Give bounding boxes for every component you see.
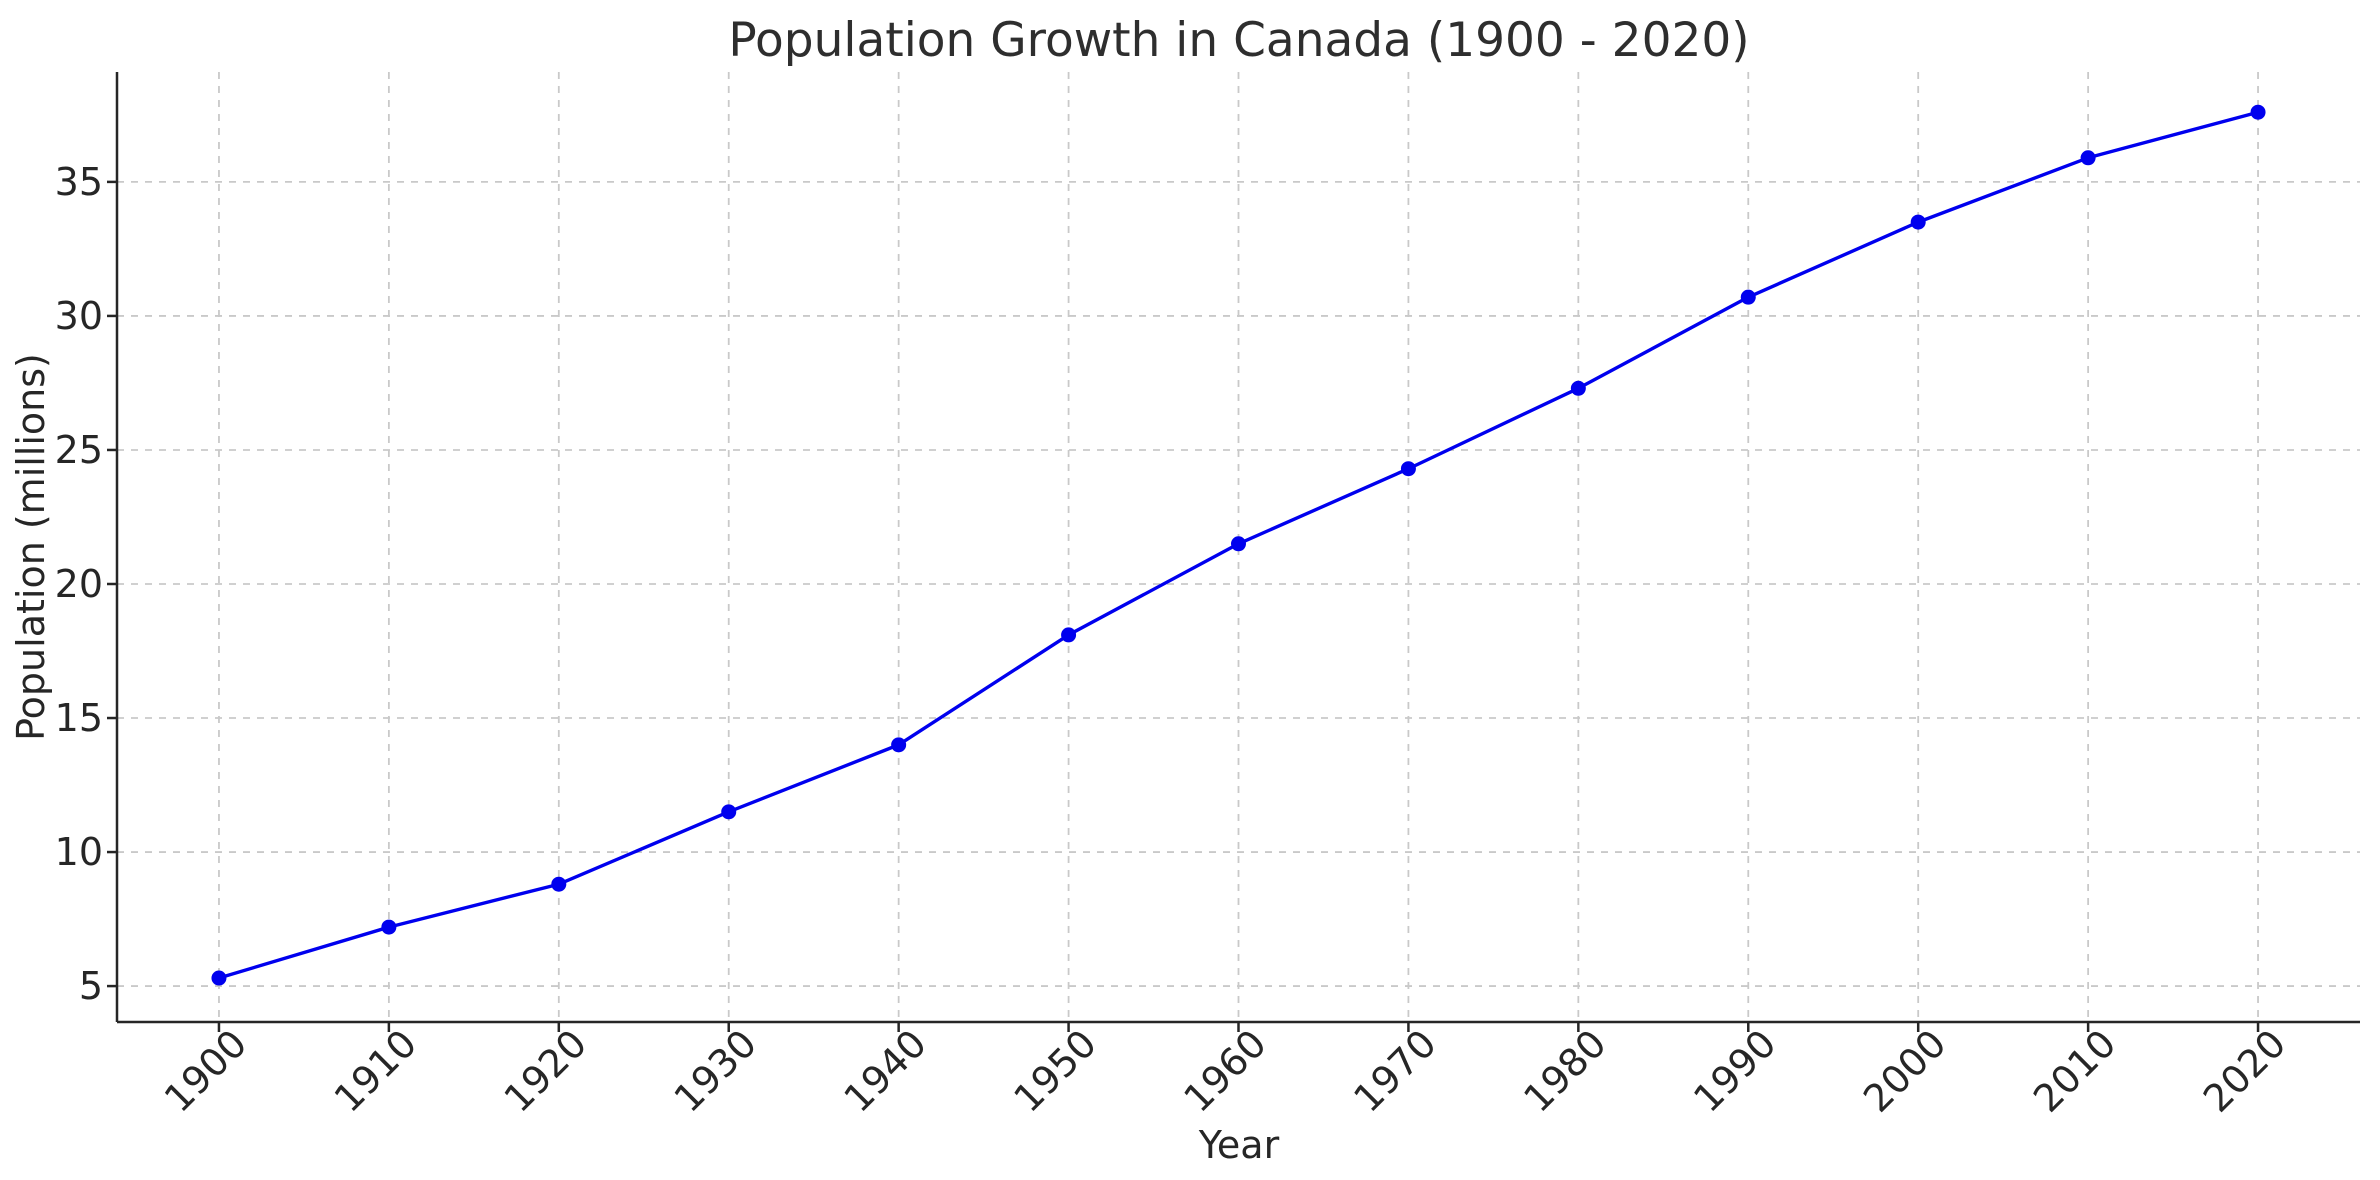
data-point-1960 xyxy=(1231,536,1246,552)
x-tick-label-1980: 1980 xyxy=(1515,1021,1615,1121)
y-tick-label-35: 35 xyxy=(55,160,103,204)
data-point-1980 xyxy=(1570,380,1586,396)
data-point-1930 xyxy=(721,804,737,820)
x-tick-label-1930: 1930 xyxy=(666,1021,766,1121)
y-gridlines xyxy=(117,181,2360,987)
y-tick-label-10: 10 xyxy=(55,830,103,874)
x-tick-label-1990: 1990 xyxy=(1685,1021,1785,1121)
y-tick-label-30: 30 xyxy=(55,294,103,338)
data-point-1970 xyxy=(1400,461,1416,477)
y-tick-label-15: 15 xyxy=(55,696,103,740)
y-tick-label-25: 25 xyxy=(55,428,103,472)
x-tick-label-1950: 1950 xyxy=(1005,1021,1105,1121)
population-series-markers xyxy=(211,104,2266,986)
x-tick-label-2010: 2010 xyxy=(2025,1021,2125,1121)
x-tick-label-2000: 2000 xyxy=(1855,1021,1955,1121)
x-tick-label-1920: 1920 xyxy=(496,1021,596,1121)
data-point-1940 xyxy=(891,737,907,753)
data-point-1920 xyxy=(551,876,567,892)
x-tick-label-1910: 1910 xyxy=(326,1021,426,1121)
data-point-1990 xyxy=(1740,289,1756,305)
data-point-1910 xyxy=(381,919,397,935)
x-tick-label-1960: 1960 xyxy=(1175,1021,1275,1121)
x-tick-label-1900: 1900 xyxy=(156,1021,256,1121)
y-tick-marks xyxy=(107,180,117,988)
x-tick-label-2020: 2020 xyxy=(2195,1021,2295,1121)
y-tick-label-20: 20 xyxy=(55,562,103,606)
chart-title: Population Growth in Canada (1900 - 2020… xyxy=(728,13,1749,68)
data-point-2010 xyxy=(2080,150,2096,166)
x-gridlines xyxy=(218,72,2259,1022)
y-axis-label: Population (millions) xyxy=(9,353,53,741)
data-point-1900 xyxy=(211,970,227,986)
x-axis-label: Year xyxy=(1198,1123,1280,1167)
x-tick-marks xyxy=(217,1022,2260,1032)
y-tick-label-5: 5 xyxy=(79,964,103,1008)
x-tick-labels: 1900 1910 1920 1930 1940 1950 1960 1970 1980 1990… xyxy=(156,1021,2295,1121)
x-tick-label-1940: 1940 xyxy=(836,1021,936,1121)
y-tick-labels: 5 10 15 20 25 30 35 xyxy=(55,160,103,1008)
x-tick-label-1970: 1970 xyxy=(1345,1021,1445,1121)
data-point-2020 xyxy=(2250,104,2266,120)
data-point-1950 xyxy=(1061,627,1077,643)
data-point-2000 xyxy=(1910,214,1926,230)
